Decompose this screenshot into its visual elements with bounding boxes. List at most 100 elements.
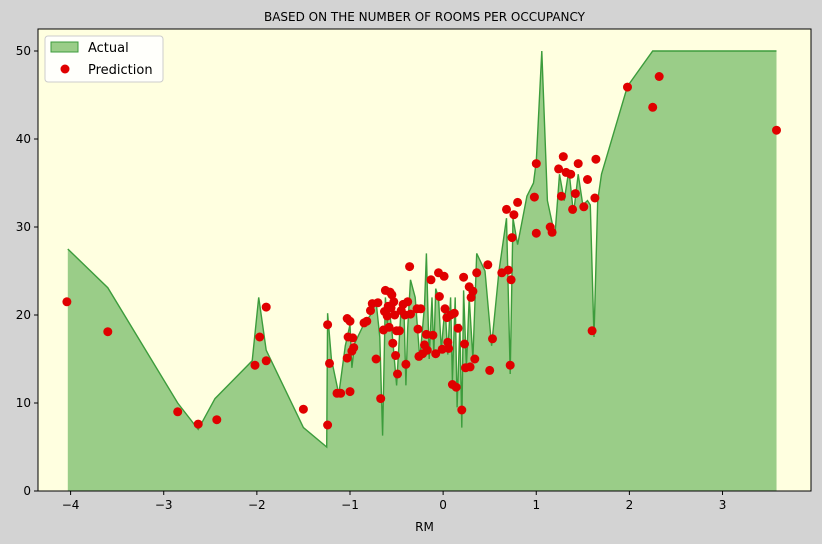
prediction-point: [453, 323, 463, 333]
prediction-point: [255, 332, 265, 342]
legend-swatch-prediction: [60, 64, 70, 74]
prediction-point: [648, 102, 658, 112]
y-tick-label: 10: [16, 396, 31, 410]
prediction-point: [568, 204, 578, 214]
prediction-point: [323, 320, 333, 330]
y-axis: 0 10 20 30 40 50: [16, 44, 38, 498]
x-tick-label: 1: [532, 498, 540, 512]
prediction-point: [503, 265, 513, 275]
prediction-point: [444, 343, 454, 353]
prediction-point: [387, 290, 397, 300]
prediction-point: [507, 233, 517, 243]
y-tick-label: 50: [16, 44, 31, 58]
prediction-point: [416, 304, 426, 314]
prediction-point: [406, 309, 415, 319]
prediction-point: [394, 326, 404, 336]
prediction-point: [389, 297, 399, 307]
x-axis-label: RM: [415, 520, 434, 534]
prediction-point: [531, 228, 541, 238]
prediction-point: [382, 311, 392, 321]
prediction-point: [403, 297, 413, 307]
prediction-point: [366, 306, 375, 316]
prediction-point: [570, 189, 580, 199]
prediction-point: [772, 125, 781, 135]
prediction-point: [531, 159, 541, 169]
prediction-point: [488, 334, 497, 344]
plot-frame: [37, 28, 812, 492]
x-tick-label: 3: [719, 498, 727, 512]
prediction-point: [502, 204, 511, 214]
y-tick-label: 40: [16, 132, 31, 146]
prediction-point: [376, 394, 386, 404]
chart-title: BASED ON THE NUMBER OF ROOMS PER OCCUPAN…: [264, 10, 586, 24]
prediction-point: [506, 275, 516, 285]
prediction-point: [348, 333, 358, 343]
legend-swatch-actual: [50, 41, 79, 53]
prediction-point: [362, 316, 372, 326]
prediction-point: [472, 268, 482, 278]
x-tick-label: −2: [248, 498, 266, 512]
prediction-point: [573, 159, 583, 169]
prediction-point: [342, 353, 352, 363]
prediction-point: [401, 359, 411, 369]
x-tick-label: −4: [62, 498, 80, 512]
prediction-point: [405, 262, 415, 272]
prediction-point: [390, 310, 400, 320]
prediction-point: [654, 72, 664, 81]
prediction-point: [566, 169, 576, 179]
prediction-point: [470, 354, 480, 364]
prediction-point: [513, 197, 523, 207]
y-tick-label: 20: [16, 308, 31, 322]
prediction-point: [413, 324, 423, 334]
prediction-point: [509, 210, 519, 220]
prediction-point: [431, 349, 441, 359]
x-tick-label: 2: [626, 498, 634, 512]
prediction-point: [505, 360, 515, 370]
prediction-point: [439, 271, 449, 281]
prediction-point: [468, 286, 478, 296]
prediction-point: [193, 419, 203, 429]
prediction-point: [587, 326, 597, 336]
prediction-point: [323, 420, 333, 430]
prediction-point: [62, 297, 72, 307]
y-tick-label: 0: [23, 484, 31, 498]
prediction-point: [485, 365, 495, 375]
x-tick-label: −1: [341, 498, 359, 512]
prediction-point: [428, 330, 438, 340]
prediction-scatter-layer: [62, 72, 781, 430]
x-axis: −4 −3 −2 −1 0 1 2 3: [62, 491, 727, 512]
prediction-point: [440, 304, 450, 314]
prediction-point: [459, 272, 469, 282]
prediction-point: [457, 405, 467, 415]
prediction-point: [465, 362, 475, 372]
prediction-point: [393, 369, 402, 379]
x-tick-label: 0: [439, 498, 447, 512]
prediction-point: [336, 388, 346, 398]
prediction-point: [460, 339, 469, 349]
prediction-point: [345, 387, 355, 397]
prediction-point: [590, 193, 600, 203]
prediction-point: [547, 227, 557, 237]
legend-label-prediction: Prediction: [88, 63, 153, 78]
prediction-point: [384, 322, 394, 332]
legend-label-actual: Actual: [88, 41, 129, 56]
x-tick-label: −3: [155, 498, 173, 512]
prediction-point: [623, 82, 632, 92]
prediction-point: [373, 298, 383, 308]
prediction-point: [422, 345, 432, 355]
legend: Actual Prediction: [44, 35, 164, 83]
actual-area-fill: [67, 51, 777, 491]
prediction-point: [529, 192, 539, 202]
prediction-point: [483, 260, 493, 270]
prediction-point: [212, 415, 222, 425]
prediction-point: [298, 404, 308, 414]
prediction-point: [558, 152, 568, 162]
prediction-point: [371, 354, 381, 364]
prediction-point: [583, 175, 592, 184]
prediction-point: [261, 356, 271, 366]
y-tick-label: 30: [16, 220, 31, 234]
prediction-point: [449, 308, 459, 318]
prediction-point: [579, 202, 589, 212]
prediction-point: [426, 275, 436, 285]
